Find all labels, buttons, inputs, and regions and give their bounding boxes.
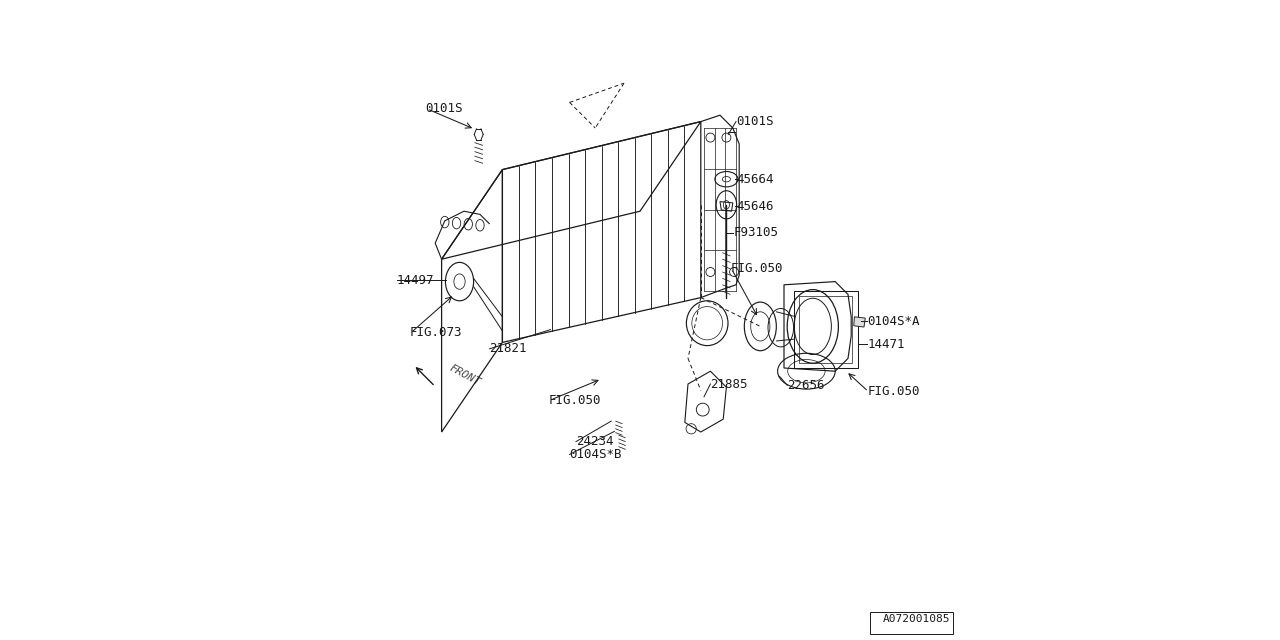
Text: 14497: 14497 [397, 274, 434, 287]
Text: A072001085: A072001085 [883, 614, 950, 624]
Text: 21885: 21885 [710, 378, 748, 390]
Text: 14471: 14471 [868, 338, 905, 351]
Text: 0104S*A: 0104S*A [868, 315, 920, 328]
Text: FRONT: FRONT [448, 363, 483, 387]
Text: F93105: F93105 [733, 227, 778, 239]
Text: FIG.050: FIG.050 [549, 394, 602, 406]
Text: 45664: 45664 [736, 173, 773, 186]
Text: 22656: 22656 [787, 379, 824, 392]
Polygon shape [854, 317, 865, 327]
Text: FIG.050: FIG.050 [868, 385, 920, 398]
Text: FIG.073: FIG.073 [410, 326, 462, 339]
Text: 45646: 45646 [736, 200, 773, 212]
Text: 24234: 24234 [576, 435, 613, 448]
Text: 0104S*B: 0104S*B [570, 448, 622, 461]
Text: 21821: 21821 [490, 342, 527, 355]
Text: 0101S: 0101S [736, 115, 773, 128]
Text: 0101S: 0101S [425, 102, 463, 115]
Text: FIG.050: FIG.050 [730, 262, 783, 275]
